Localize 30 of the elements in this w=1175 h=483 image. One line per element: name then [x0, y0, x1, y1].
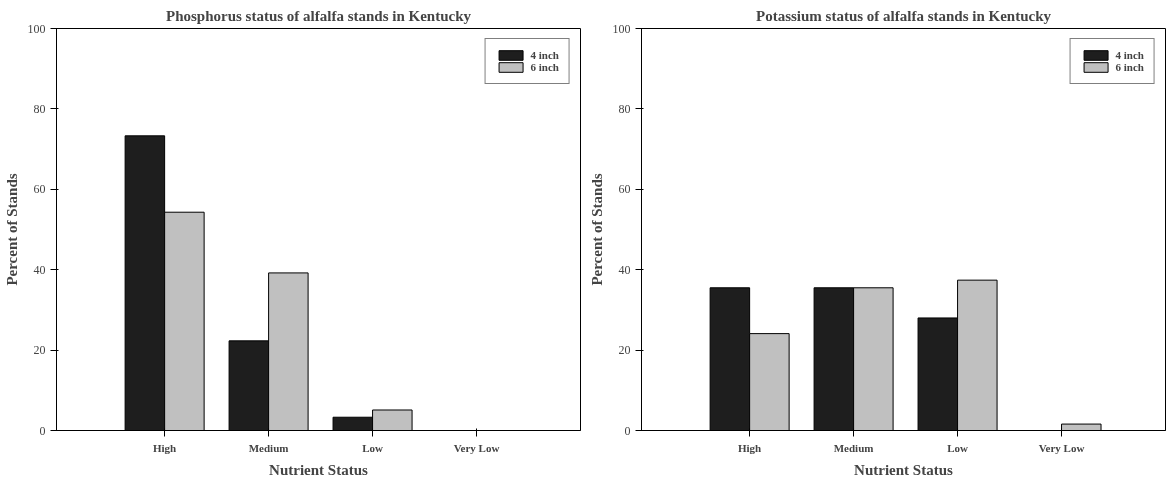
x-tick-label: Low [947, 441, 969, 454]
x-tick-label: Very Low [453, 441, 500, 454]
y-tick-label: 20 [618, 343, 631, 358]
x-axis-title: Nutrient Status [854, 461, 954, 478]
y-axis-title: Percent of Stands [3, 173, 20, 286]
x-tick-label: Medium [248, 441, 289, 454]
y-tick-label: 60 [618, 182, 631, 197]
y-tick-label: 0 [624, 423, 631, 438]
y-tick-label: 100 [612, 21, 631, 36]
legend-label: 4 inch [530, 49, 559, 61]
legend-label: 4 inch [1115, 49, 1144, 61]
x-tick-label: Low [362, 441, 384, 454]
y-tick-label: 60 [33, 182, 46, 197]
y-tick-label: 80 [33, 101, 46, 116]
chart-title: Potassium status of alfalfa stands in Kentucky [755, 7, 1052, 24]
legend-label: 6 inch [1115, 61, 1144, 73]
x-tick-label: Medium [833, 441, 874, 454]
y-tick-label: 100 [27, 21, 46, 36]
x-axis-title: Nutrient Status [269, 461, 369, 478]
x-tick-label: Very Low [1038, 441, 1085, 454]
y-tick-label: 40 [33, 262, 46, 277]
y-tick-label: 40 [618, 262, 631, 277]
legend-label: 6 inch [530, 61, 559, 73]
y-tick-label: 20 [33, 343, 46, 358]
x-tick-label: High [738, 441, 762, 454]
chart-title: Phosphorus status of alfalfa stands in Kentucky [165, 7, 472, 24]
y-axis-title: Percent of Stands [588, 173, 605, 286]
y-tick-label: 0 [39, 423, 46, 438]
x-tick-label: High [153, 441, 177, 454]
y-tick-label: 80 [618, 101, 631, 116]
